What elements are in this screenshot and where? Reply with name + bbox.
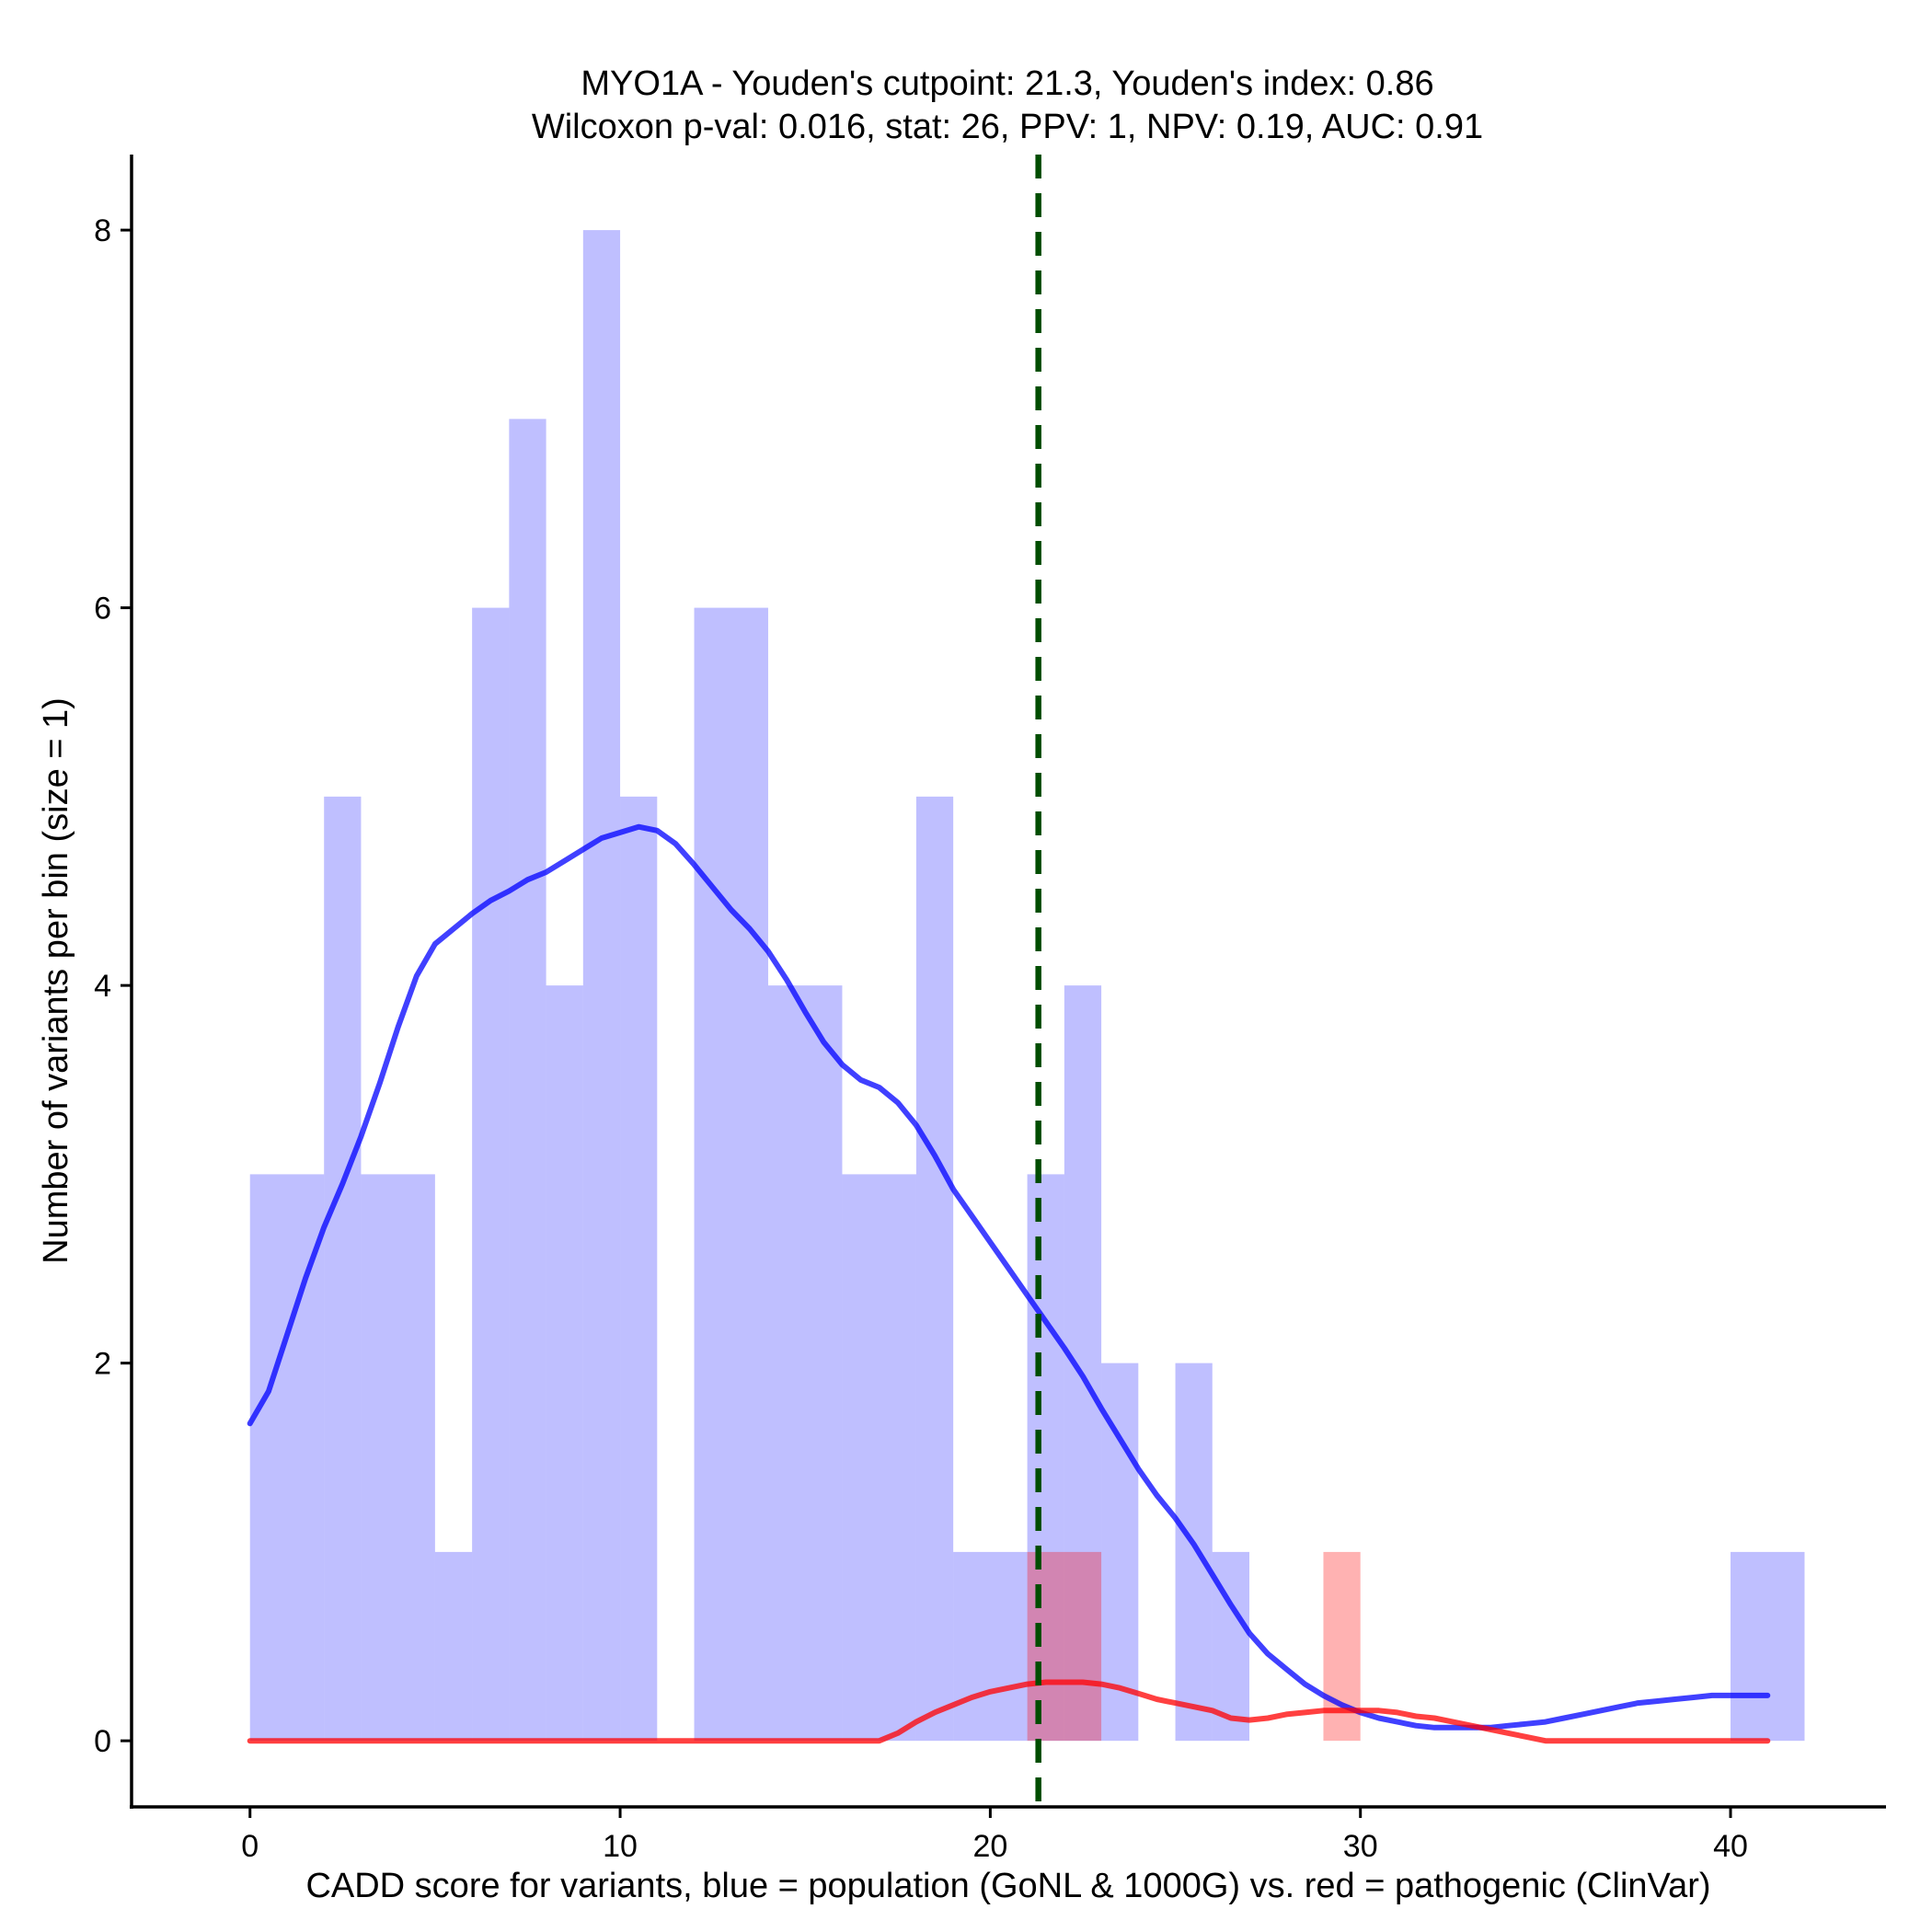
population-histogram-bar (324, 796, 362, 1742)
axes (130, 155, 1886, 1809)
y-axis-label: Number of variants per bin (size = 1) (37, 697, 75, 1264)
chart-title: MYO1A - Youden's cutpoint: 21.3, Youden'… (581, 64, 1433, 103)
population-histogram-bar (1027, 1174, 1064, 1742)
chart-subtitle: Wilcoxon p-val: 0.016, stat: 26, PPV: 1,… (532, 108, 1483, 146)
population-histogram-bar (1175, 1363, 1213, 1742)
y-tick-label: 6 (94, 592, 111, 627)
population-histogram-bar (620, 796, 658, 1742)
population-histogram-bar (767, 985, 843, 1742)
population-histogram-bar (582, 230, 621, 1742)
x-tick-label: 0 (241, 1829, 259, 1864)
x-tick-label: 10 (603, 1829, 638, 1864)
population-histogram-bar (915, 796, 954, 1742)
population-histogram-bar (694, 607, 768, 1742)
population-histogram-bar (361, 1174, 435, 1742)
y-tick-label: 4 (94, 969, 111, 1004)
x-axis-ticks: 0 10 20 30 40 (241, 1807, 1748, 1864)
population-histogram-bar (842, 1174, 916, 1742)
density-curves (247, 823, 1771, 1744)
pathogenic-density-curve (247, 1679, 1771, 1744)
population-histogram-bar (1731, 1551, 1805, 1742)
y-axis-ticks: 0 2 4 6 8 (94, 213, 132, 1759)
x-tick-label: 40 (1713, 1829, 1748, 1864)
y-tick-label: 0 (94, 1724, 111, 1759)
population-histogram-bar (434, 1551, 473, 1742)
population-histogram-bar (546, 985, 583, 1742)
population-histogram-bar (1064, 985, 1102, 1742)
population-histogram-bar (1101, 1363, 1139, 1742)
x-axis-label: CADD score for variants, blue = populati… (305, 1867, 1710, 1905)
x-tick-label: 30 (1343, 1829, 1378, 1864)
x-tick-label: 20 (972, 1829, 1007, 1864)
y-tick-label: 8 (94, 213, 111, 248)
population-density-curve (247, 823, 1771, 1731)
y-tick-label: 2 (94, 1347, 111, 1382)
population-histogram-bar (953, 1551, 1028, 1742)
population-histogram-bar (509, 419, 546, 1742)
population-histogram-bar (472, 607, 510, 1742)
